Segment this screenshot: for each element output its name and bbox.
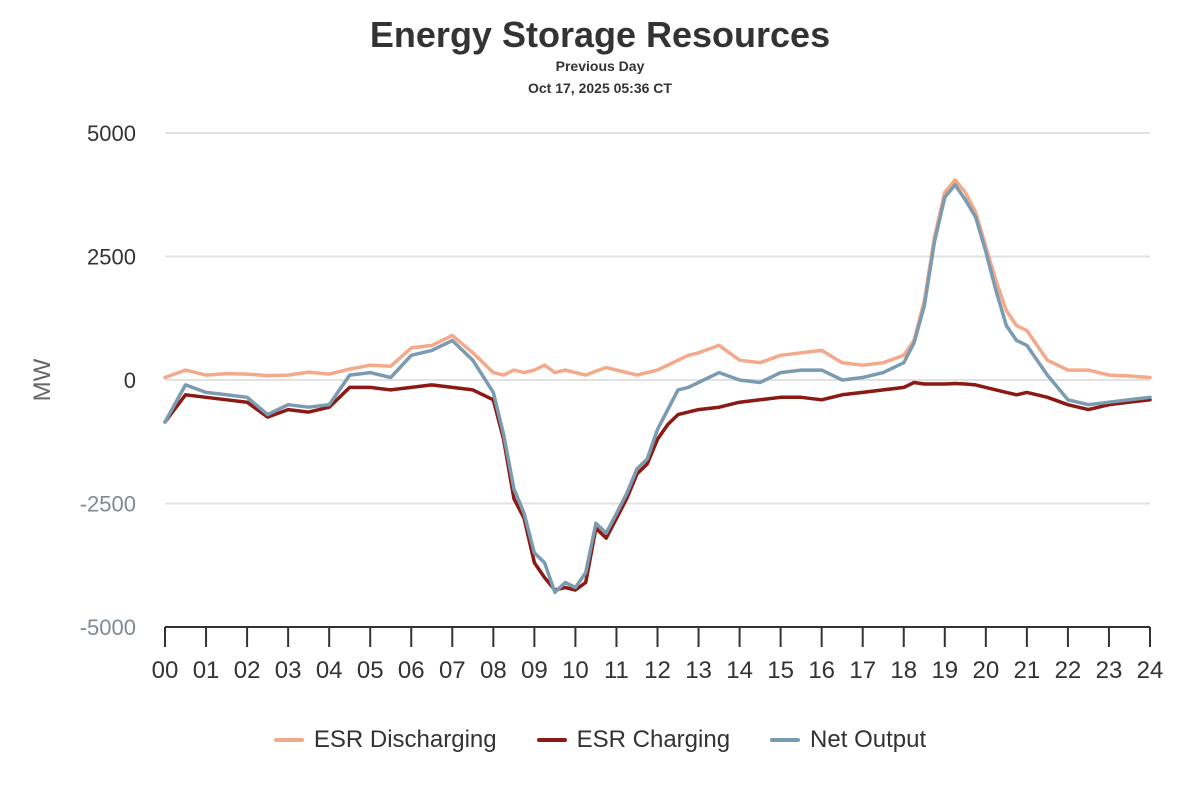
legend-item-charging[interactable]: ESR Charging xyxy=(536,726,731,754)
legend-swatch-discharging xyxy=(273,738,304,742)
x-tick-label: 16 xyxy=(808,657,835,684)
y-tick-label: -5000 xyxy=(80,615,136,640)
x-tick-label: 07 xyxy=(439,657,466,684)
x-tick-label: 10 xyxy=(562,657,589,684)
y-tick-label: 0 xyxy=(124,368,136,393)
x-tick-label: 11 xyxy=(604,657,629,684)
x-tick-label: 05 xyxy=(357,657,384,684)
legend-item-discharging[interactable]: ESR Discharging xyxy=(273,726,497,754)
y-tick-label: 5000 xyxy=(87,121,136,146)
chart-timestamp: Oct 17, 2025 05:36 CT xyxy=(528,80,672,96)
x-tick-label: 04 xyxy=(316,657,343,684)
legend-label-net-output: Net Output xyxy=(810,726,927,753)
x-tick-label: 20 xyxy=(972,657,999,684)
x-tick-label: 19 xyxy=(931,657,958,684)
legend-swatch-charging xyxy=(536,738,567,742)
series-line-net-output[interactable] xyxy=(163,183,1152,595)
legend-label-charging: ESR Charging xyxy=(576,726,731,753)
x-tick-label: 22 xyxy=(1055,657,1082,684)
chart-legend: ESR Discharging ESR Charging Net Output xyxy=(0,726,1200,754)
x-tick-label: 08 xyxy=(480,657,507,684)
x-tick-label: 23 xyxy=(1096,657,1123,684)
x-tick-label: 24 xyxy=(1137,657,1164,684)
x-tick-label: 15 xyxy=(767,657,794,684)
series-line-discharging[interactable] xyxy=(163,178,1152,380)
legend-swatch-net-output xyxy=(770,738,801,742)
chart-title: Energy Storage Resources xyxy=(369,14,831,55)
x-tick-label: 01 xyxy=(193,657,220,684)
x-tick-label: 02 xyxy=(234,657,261,684)
legend-item-net-output[interactable]: Net Output xyxy=(770,726,926,754)
legend-label-discharging: ESR Discharging xyxy=(313,726,497,753)
y-axis-label: MW xyxy=(29,358,56,401)
x-tick-label: 00 xyxy=(152,657,179,684)
x-tick-label: 09 xyxy=(521,657,548,684)
x-tick-label: 06 xyxy=(398,657,425,684)
axis-layer: 5000 2500 0 -2500 -5000 00 01 02 03 04 05 06 07 08 09 1… xyxy=(80,121,1164,684)
y-tick-label: 2500 xyxy=(87,245,136,270)
x-tick-label: 12 xyxy=(644,657,671,684)
x-tick-label: 13 xyxy=(685,657,712,684)
x-tick-label: 03 xyxy=(275,657,302,684)
x-tick-label: 17 xyxy=(849,657,876,684)
chart-subtitle: Previous Day xyxy=(555,58,645,74)
series-layer xyxy=(163,178,1152,595)
x-tick-label: 18 xyxy=(890,657,917,684)
series-line-charging[interactable] xyxy=(163,380,1152,592)
y-tick-label: -2500 xyxy=(80,492,136,517)
grid-layer xyxy=(165,132,1150,505)
x-tick-label: 21 xyxy=(1014,657,1041,684)
x-tick-label: 14 xyxy=(726,657,753,684)
